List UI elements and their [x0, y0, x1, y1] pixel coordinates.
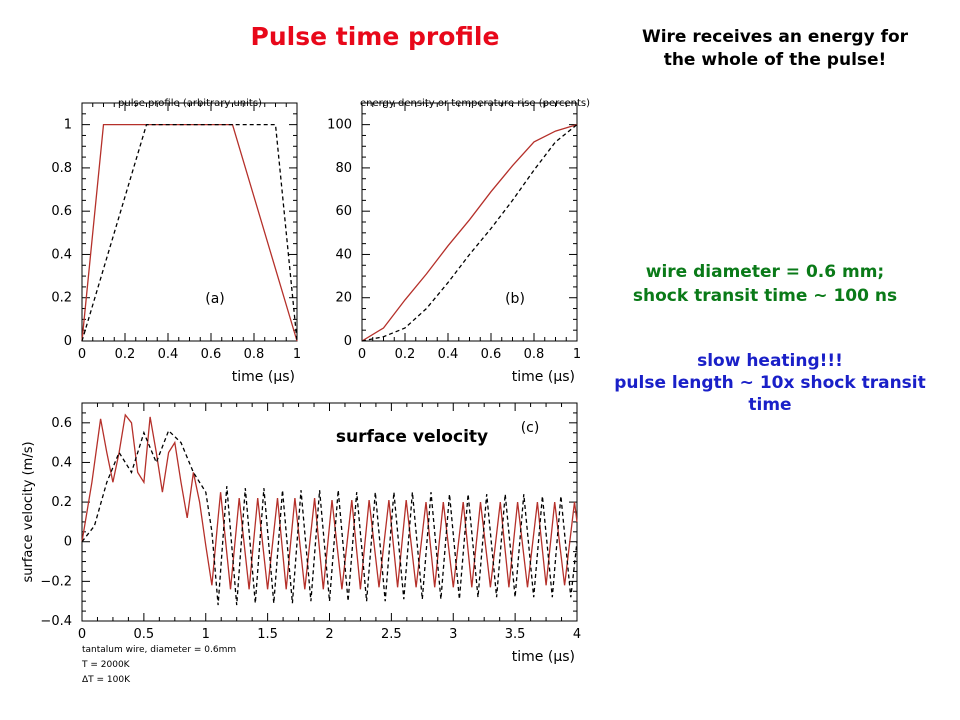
x-tick-label-c: 2.5 [381, 627, 402, 642]
annotation-line-3: ΔT = 100K [82, 675, 131, 685]
y-tick-label-c: −0.4 [40, 614, 72, 629]
chart-title-a: pulse profile (arbitrary units) [118, 98, 262, 109]
plot-frame-c [81, 402, 578, 622]
x-tick-label-a: 1 [293, 347, 301, 362]
y-tick-label-c: 0 [64, 535, 72, 550]
y-axis-label-c: surface velocity (m/s) [21, 441, 36, 582]
slow-heating-line-3: time [748, 395, 792, 415]
y-tick-label-a: 0 [64, 334, 72, 349]
x-axis-label-c: time (μs) [512, 649, 575, 665]
wire-note: wire diameter = 0.6 mm; shock transit ti… [590, 260, 940, 308]
y-tick-label-a: 1 [64, 118, 72, 133]
x-tick-label-a: 0.4 [158, 347, 179, 362]
y-tick-label-b: 40 [335, 247, 352, 262]
x-axis-label-a: time (μs) [232, 369, 295, 385]
y-tick-label-a: 0.8 [51, 161, 72, 176]
energy-note: Wire receives an energy for the whole of… [600, 26, 950, 72]
y-tick-label-a: 0.6 [51, 204, 72, 219]
y-tick-label-c: 0.4 [51, 455, 72, 470]
x-tick-label-a: 0.8 [244, 347, 265, 362]
series-line-b-solid [361, 123, 578, 342]
panel-label-b: (b) [505, 291, 525, 307]
y-tick-label-a: 0.4 [51, 247, 72, 262]
x-tick-label-c: 2 [325, 627, 333, 642]
x-tick-label-a: 0.2 [115, 347, 136, 362]
y-tick-label-b: 60 [335, 204, 352, 219]
x-tick-label-c: 1.5 [257, 627, 278, 642]
plot-frame-b [361, 102, 578, 342]
x-tick-label-b: 0 [358, 347, 366, 362]
slide-title: Pulse time profile [250, 22, 500, 51]
annotation-line-2: T = 2000K [81, 660, 131, 670]
x-tick-label-b: 0.4 [438, 347, 459, 362]
energy-note-line-2: the whole of the pulse! [663, 50, 887, 70]
series-line-c-dashed [81, 429, 578, 606]
series-line-a-dashed [81, 123, 298, 342]
x-tick-label-a: 0.6 [201, 347, 222, 362]
chart-title-b: energy density or temperature rise (perc… [360, 98, 590, 109]
x-tick-label-b: 0.6 [481, 347, 502, 362]
x-tick-label-b: 1 [573, 347, 581, 362]
annotation-line-1: tantalum wire, diameter = 0.6mm [82, 645, 236, 655]
y-tick-label-c: −0.2 [40, 574, 72, 589]
energy-note-line-1: Wire receives an energy for [641, 27, 909, 47]
wire-note-line-2: shock transit time ~ 100 ns [632, 286, 898, 306]
surface-velocity-label: surface velocity [336, 427, 488, 447]
y-tick-label-b: 100 [327, 118, 352, 133]
plot-frame-a [81, 102, 298, 342]
series-line-c-solid [81, 413, 578, 590]
x-tick-label-c: 1 [202, 627, 210, 642]
x-tick-label-b: 0.8 [524, 347, 545, 362]
x-tick-label-b: 0.2 [395, 347, 416, 362]
slow-heating-line-1: slow heating!!! [697, 351, 843, 371]
y-tick-label-c: 0.6 [51, 416, 72, 431]
y-tick-label-a: 0.2 [51, 291, 72, 306]
x-tick-label-a: 0 [78, 347, 86, 362]
x-tick-label-c: 3 [449, 627, 457, 642]
x-tick-label-c: 4 [573, 627, 581, 642]
series-line-b-dashed [361, 124, 578, 342]
y-tick-label-c: 0.2 [51, 495, 72, 510]
x-tick-label-c: 3.5 [505, 627, 526, 642]
y-tick-label-b: 0 [344, 334, 352, 349]
panel-label-c: (c) [521, 420, 540, 436]
y-tick-label-b: 20 [335, 291, 352, 306]
slow-heating-note: slow heating!!! pulse length ~ 10x shock… [570, 350, 960, 416]
x-axis-label-b: time (μs) [512, 369, 575, 385]
y-tick-label-b: 80 [335, 161, 352, 176]
slow-heating-line-2: pulse length ~ 10x shock transit [614, 373, 926, 393]
wire-note-line-1: wire diameter = 0.6 mm; [645, 262, 885, 282]
panel-label-a: (a) [205, 291, 225, 307]
x-tick-label-c: 0 [78, 627, 86, 642]
x-tick-label-c: 0.5 [134, 627, 155, 642]
